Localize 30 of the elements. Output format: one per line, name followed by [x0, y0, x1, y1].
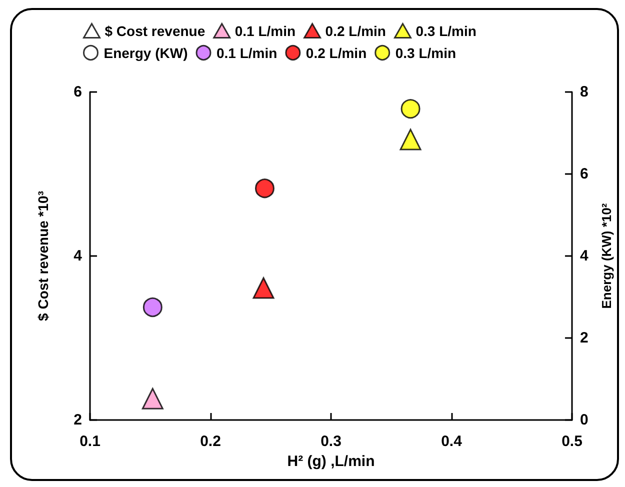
y2-tick-label: 4: [580, 248, 589, 264]
legend-label: 0.2 L/min: [325, 22, 386, 39]
legend-label: Energy (KW): [104, 44, 188, 61]
point: [254, 178, 274, 198]
point: [400, 99, 420, 119]
point: [252, 277, 274, 299]
legend-label: 0.1 L/min: [234, 22, 296, 39]
y-tick-label: 4: [74, 248, 83, 264]
point: [142, 388, 164, 410]
legend-label: 0.3 L/min: [395, 44, 456, 61]
y2-axis-title: Energy (KW) *10²: [599, 202, 614, 309]
point: [400, 128, 422, 150]
x-axis-title: H² (g) ,L/min: [287, 452, 375, 470]
x-tick-label: 0.4: [441, 433, 463, 450]
x-tick-label: 0.5: [562, 433, 582, 450]
y2-tick-label: 2: [580, 330, 588, 346]
y2-tick-label: 6: [580, 166, 588, 182]
legend-label: 0.3 L/min: [416, 22, 476, 39]
y2-tick-label: 8: [580, 84, 588, 100]
x-tick-label: 0.3: [320, 433, 342, 450]
legend-label: 0.1 L/min: [216, 44, 278, 61]
y-tick-label: 6: [74, 84, 82, 100]
x-tick-label: 0.1: [80, 433, 100, 450]
legend-label: $ Cost revenue: [104, 22, 206, 39]
legend-label: 0.2 L/min: [306, 44, 367, 61]
x-tick-label: 0.2: [200, 433, 221, 450]
y2-tick-label: 0: [580, 412, 588, 428]
y-axis-title: $ Cost revenue *10³: [35, 190, 51, 321]
point: [142, 298, 162, 317]
y-tick-label: 2: [74, 412, 82, 428]
